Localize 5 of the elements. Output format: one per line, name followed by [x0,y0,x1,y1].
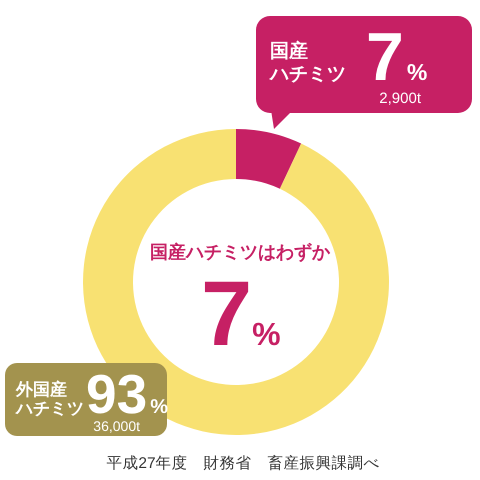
text: 平成27年度 財務省 畜産振興課調べ [106,454,380,472]
slice-label: 国産ハチミツ [268,40,346,85]
text: 国産ハチミツはわずか [150,242,331,263]
slice-label: 外国産ハチミツ [14,380,84,418]
text: 7% [201,263,281,365]
